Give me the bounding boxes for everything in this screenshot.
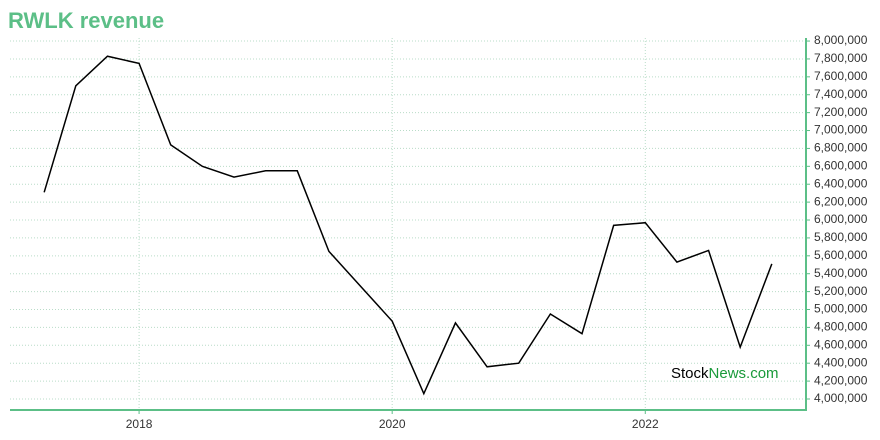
y-tick-label: 5,800,000 [814,230,868,244]
x-tick-label: 2018 [126,417,153,431]
y-tick-label: 7,600,000 [814,69,868,83]
y-tick-label: 5,200,000 [814,284,868,298]
y-tick-label: 7,800,000 [814,51,868,65]
y-tick-label: 6,600,000 [814,158,868,172]
y-tick-label: 6,200,000 [814,194,868,208]
watermark: StockNews.com [671,365,779,382]
y-tick-label: 5,000,000 [814,302,868,316]
y-tick-label: 7,400,000 [814,87,868,101]
watermark-part: Stock [671,365,709,382]
y-tick-label: 6,400,000 [814,176,868,190]
y-tick-label: 6,000,000 [814,212,868,226]
line-series [43,55,773,396]
y-tick-label: 4,400,000 [814,355,868,369]
watermark-part: News.com [709,365,779,382]
y-tick-label: 5,600,000 [814,248,868,262]
x-tick-label: 2020 [379,417,406,431]
y-tick-label: 8,000,000 [814,33,868,47]
y-tick-label: 4,600,000 [814,337,868,351]
y-tick-label: 5,400,000 [814,266,868,280]
y-tick-label: 7,000,000 [814,123,868,137]
y-tick-label: 4,200,000 [814,373,868,387]
y-tick-label: 7,200,000 [814,105,868,119]
y-tick-label: 4,800,000 [814,320,868,334]
y-tick-label: 4,000,000 [814,391,868,405]
chart-title: RWLK revenue [8,8,164,33]
x-tick-label: 2022 [632,417,659,431]
y-tick-label: 6,800,000 [814,141,868,155]
